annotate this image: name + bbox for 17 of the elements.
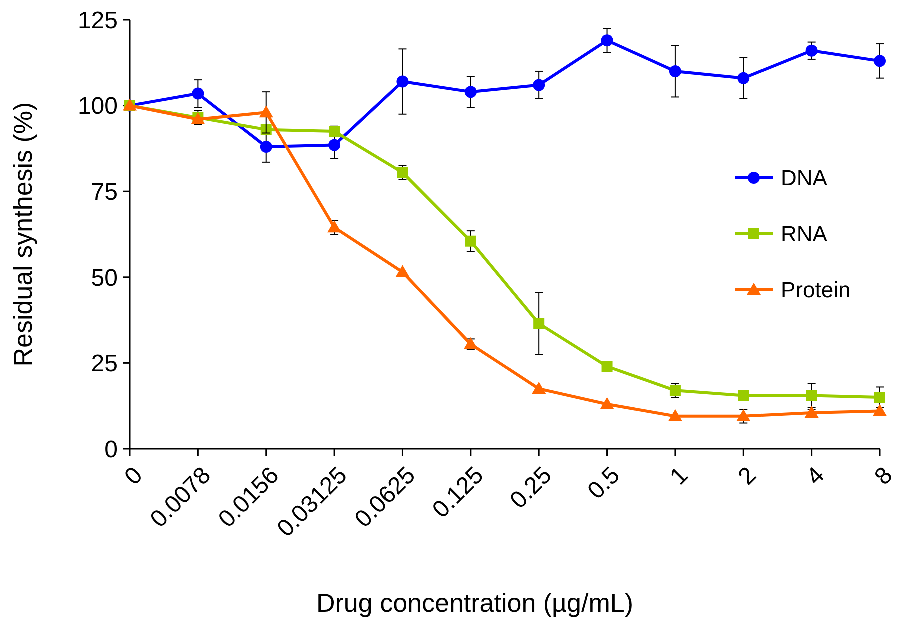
x-tick-label: 2 — [733, 462, 762, 491]
y-tick-label: 100 — [78, 93, 118, 120]
x-tick-label: 4 — [801, 462, 830, 491]
legend-label: Protein — [781, 278, 851, 303]
y-tick-label: 75 — [91, 179, 118, 206]
x-tick-label: 8 — [870, 462, 898, 491]
y-tick-label: 125 — [78, 7, 118, 34]
y-tick-label: 50 — [91, 264, 118, 292]
x-tick-label: 1 — [665, 462, 694, 491]
y-tick-label: 25 — [91, 350, 118, 378]
x-axis-title: Drug concentration (µg/mL) — [316, 588, 634, 618]
legend-label: DNA — [781, 166, 828, 191]
legend-label: RNA — [781, 222, 828, 247]
y-axis-title: Residual synthesis (%) — [8, 102, 38, 367]
y-tick-label: 0 — [104, 436, 118, 464]
x-tick-label: 0.5 — [582, 462, 626, 505]
x-tick-label: 0 — [120, 462, 148, 491]
